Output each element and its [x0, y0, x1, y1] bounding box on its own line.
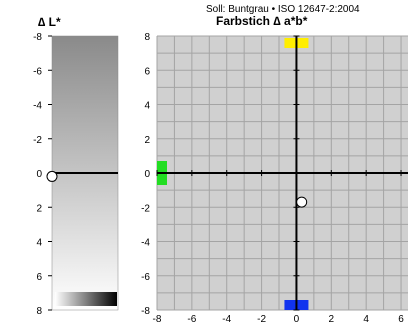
y-tick-label: -6: [141, 272, 150, 283]
y-tick-label: 8: [144, 32, 150, 43]
y-tick-label: -8: [141, 306, 150, 317]
delta-l-strip: ∆ L* -8 -6 -4 -2 0 2 4 6 8: [33, 15, 119, 317]
delta-l-tick-label: 6: [36, 272, 42, 283]
x-tick-label: 6: [398, 314, 404, 325]
delta-l-tick-label: -4: [33, 101, 42, 112]
y-tick-label: 2: [144, 135, 150, 146]
delta-l-marker: [46, 170, 58, 182]
data-point: [296, 196, 308, 208]
x-tick-label: -6: [187, 314, 196, 325]
chart-subtitle: Soll: Buntgrau • ISO 12647-2:2004: [206, 4, 360, 15]
x-tick-label: 0: [294, 314, 300, 325]
delta-l-tick-label: -2: [33, 135, 42, 146]
delta-l-title: ∆ L*: [38, 15, 61, 29]
x-tick-label: -4: [222, 314, 231, 325]
delta-l-tick-label: -6: [33, 66, 42, 77]
y-tick-label: 4: [144, 101, 150, 112]
chart-title: Farbstich ∆ a*b*: [216, 14, 308, 28]
delta-ab-chart: Soll: Buntgrau • ISO 12647-2:2004 Farbst…: [141, 4, 408, 325]
y-tick-label: -2: [141, 203, 150, 214]
y-tick-label: 6: [144, 66, 150, 77]
delta-l-tick-label: 2: [36, 203, 42, 214]
x-tick-label: -2: [257, 314, 266, 325]
x-tick-label: 4: [363, 314, 369, 325]
data-points: [296, 196, 308, 208]
delta-l-tick-label: 0: [36, 169, 42, 180]
delta-l-tick-label: -8: [33, 32, 42, 43]
delta-l-tick-label: 8: [36, 306, 42, 317]
black-gradient-bar: [55, 292, 117, 306]
delta-l-tick-label: 4: [36, 238, 42, 249]
tick-labels: -8 -6 -4 -2 0 2 4 6 8 6 4 2 0 -2 -4 -6 -8: [141, 32, 404, 325]
x-tick-label: -8: [153, 314, 162, 325]
y-tick-label: 0: [144, 169, 150, 180]
x-tick-label: 2: [329, 314, 335, 325]
delta-l-ticks: -8 -6 -4 -2 0 2 4 6 8: [33, 32, 52, 317]
y-tick-label: -4: [141, 238, 150, 249]
axes: [156, 35, 408, 311]
